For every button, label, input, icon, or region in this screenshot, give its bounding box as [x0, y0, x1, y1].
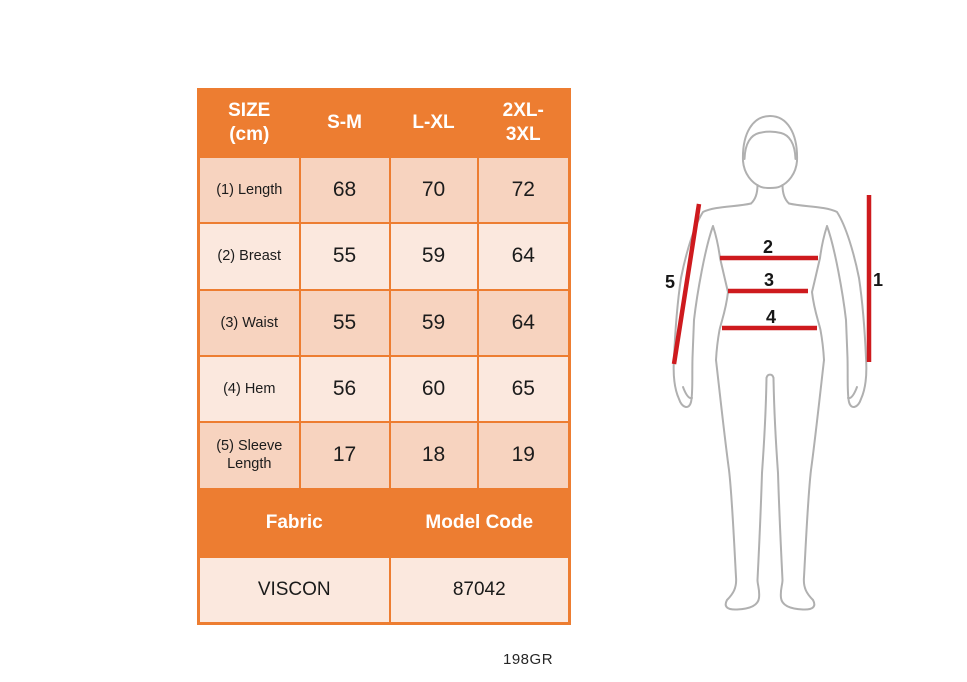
header-col-2xl3xl-label: 2XL-3XL — [502, 99, 544, 146]
label-4-hem: 4 — [766, 307, 776, 327]
row-label-hem: (4) Hem — [197, 354, 301, 424]
header-size-cm-label: SIZE (cm) — [228, 99, 271, 146]
neck-left — [750, 184, 759, 205]
sleeve-2xl3xl-value: 19 — [476, 421, 571, 490]
row-label-length: (1) Length — [197, 155, 301, 225]
measure-line-sleeve — [671, 203, 702, 365]
right-hand — [847, 386, 858, 400]
table-row-length: (1) Length 68 70 72 — [197, 155, 571, 225]
sleeve-lxl-value: 18 — [388, 421, 479, 490]
row-label-waist: (3) Waist — [197, 288, 301, 357]
label-3-waist: 3 — [764, 270, 774, 290]
model-code-value: 87042 — [388, 556, 571, 625]
label-5-sleeve: 5 — [665, 272, 675, 292]
table-row-sleeve: (5) Sleeve Length 17 18 19 — [197, 421, 571, 490]
table-header-row: SIZE (cm) S-M L-XL 2XL-3XL — [197, 88, 571, 158]
hairline — [743, 130, 797, 160]
table-row-breast: (2) Breast 55 59 64 — [197, 222, 571, 291]
header-col-sm: S-M — [298, 88, 391, 158]
weight-code-text: 198GR — [503, 651, 554, 668]
length-2xl3xl-value: 72 — [476, 155, 571, 225]
human-figure-outline — [672, 115, 868, 611]
sleeve-sm-value: 17 — [298, 421, 391, 490]
left-hand — [682, 386, 693, 400]
header-col-2xl3xl: 2XL-3XL — [476, 88, 571, 158]
left-arm-torso — [672, 202, 752, 408]
left-leg — [715, 359, 768, 611]
row-label-breast: (2) Breast — [197, 222, 301, 291]
body-measurement-diagram: 1 2 3 4 5 — [665, 115, 883, 611]
waist-sm-value: 55 — [298, 288, 391, 357]
neck-right — [781, 184, 790, 205]
row-label-sleeve: (5) Sleeve Length — [197, 421, 301, 490]
hem-sm-value: 56 — [298, 354, 391, 424]
right-arm-torso — [788, 202, 868, 408]
length-lxl-value: 70 — [388, 155, 479, 225]
fabric-value: VISCON — [197, 556, 391, 625]
label-1-length: 1 — [873, 270, 883, 290]
breast-lxl-value: 59 — [388, 222, 479, 291]
measurement-number-labels: 1 2 3 4 5 — [665, 237, 883, 327]
table-footer-value-row: VISCON 87042 — [197, 556, 571, 625]
breast-sm-value: 55 — [298, 222, 391, 291]
table-footer-header-row: Fabric Model Code — [197, 487, 571, 559]
header-size-cm: SIZE (cm) — [197, 88, 301, 158]
hem-2xl3xl-value: 65 — [476, 354, 571, 424]
waist-lxl-value: 59 — [388, 288, 479, 357]
size-chart-table: SIZE (cm) S-M L-XL 2XL-3XL (1) Length 68… — [197, 88, 571, 625]
right-leg — [772, 359, 825, 611]
head-outline — [741, 115, 799, 189]
fabric-header: Fabric — [197, 487, 391, 559]
crotch-arch — [765, 373, 775, 379]
table-row-hem: (4) Hem 56 60 65 — [197, 354, 571, 424]
waist-2xl3xl-value: 64 — [476, 288, 571, 357]
breast-2xl3xl-value: 64 — [476, 222, 571, 291]
label-2-breast: 2 — [763, 237, 773, 257]
header-col-lxl: L-XL — [388, 88, 479, 158]
table-row-waist: (3) Waist 55 59 64 — [197, 288, 571, 357]
hem-lxl-value: 60 — [388, 354, 479, 424]
model-code-header: Model Code — [388, 487, 571, 559]
measurement-lines — [671, 195, 872, 365]
length-sm-value: 68 — [298, 155, 391, 225]
